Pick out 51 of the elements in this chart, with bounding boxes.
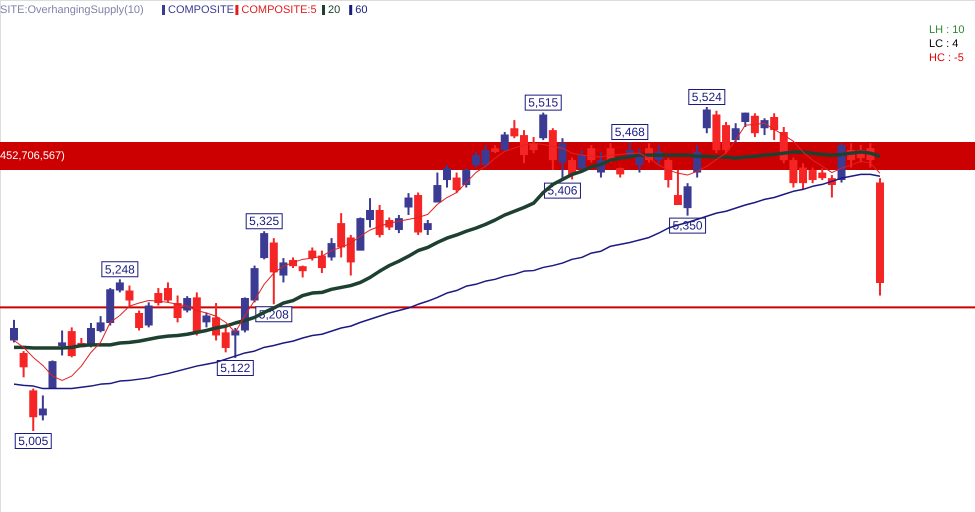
- candlestick: [462, 167, 470, 189]
- candlestick: [443, 164, 451, 189]
- candlestick: [135, 310, 144, 332]
- candlestick: [394, 214, 403, 234]
- candlestick: [452, 172, 461, 194]
- text: 5,468: [614, 124, 645, 139]
- candlestick: [174, 294, 182, 324]
- text: 5,524: [692, 90, 722, 104]
- legend-label: COMPOSITE:5: [241, 4, 317, 16]
- candlestick: [587, 144, 596, 164]
- text: LH : 10: [929, 24, 964, 36]
- text: 5,325: [249, 214, 280, 228]
- candlestick: [424, 218, 432, 236]
- candlestick: [10, 318, 18, 344]
- candlestick: [202, 311, 210, 328]
- candlestick: [404, 192, 413, 216]
- candlestick: [684, 182, 692, 217]
- candlestick: [38, 394, 47, 422]
- candlestick: [433, 172, 442, 204]
- candlestick: [58, 329, 66, 356]
- candlestick: [539, 112, 548, 142]
- legend-label: 20: [328, 4, 340, 16]
- candlestick: [125, 284, 134, 308]
- candlestick: [144, 301, 153, 328]
- candlestick: [741, 112, 750, 128]
- candlestick: [298, 264, 307, 278]
- candlestick: [702, 106, 711, 134]
- legend-label: COMPOSITE: [168, 4, 234, 16]
- candlestick: [770, 112, 778, 142]
- text: HC : -5: [929, 52, 964, 64]
- text: LC : 4: [929, 38, 958, 50]
- text: 5,350: [672, 218, 703, 233]
- legend-label: 60: [355, 4, 368, 16]
- candlestick: [328, 237, 336, 262]
- candlestick: [500, 130, 509, 153]
- candlestick: [732, 122, 740, 144]
- band-label: 452,706,567): [0, 150, 65, 162]
- candlestick: [616, 166, 624, 179]
- candlestick: [116, 278, 124, 294]
- text: 5,515: [528, 96, 558, 110]
- candlestick: [183, 295, 192, 314]
- text: 5,122: [220, 360, 250, 375]
- text: 5,248: [104, 262, 135, 276]
- text: SITE:OverhangingSupply(10): [0, 4, 144, 16]
- candlestick: [750, 112, 759, 138]
- candlestick: [664, 157, 672, 189]
- candlestick: [279, 257, 288, 284]
- candlestick: [20, 350, 28, 378]
- candlestick: [818, 167, 826, 182]
- text: 5,005: [18, 434, 48, 448]
- candlestick: [674, 169, 682, 206]
